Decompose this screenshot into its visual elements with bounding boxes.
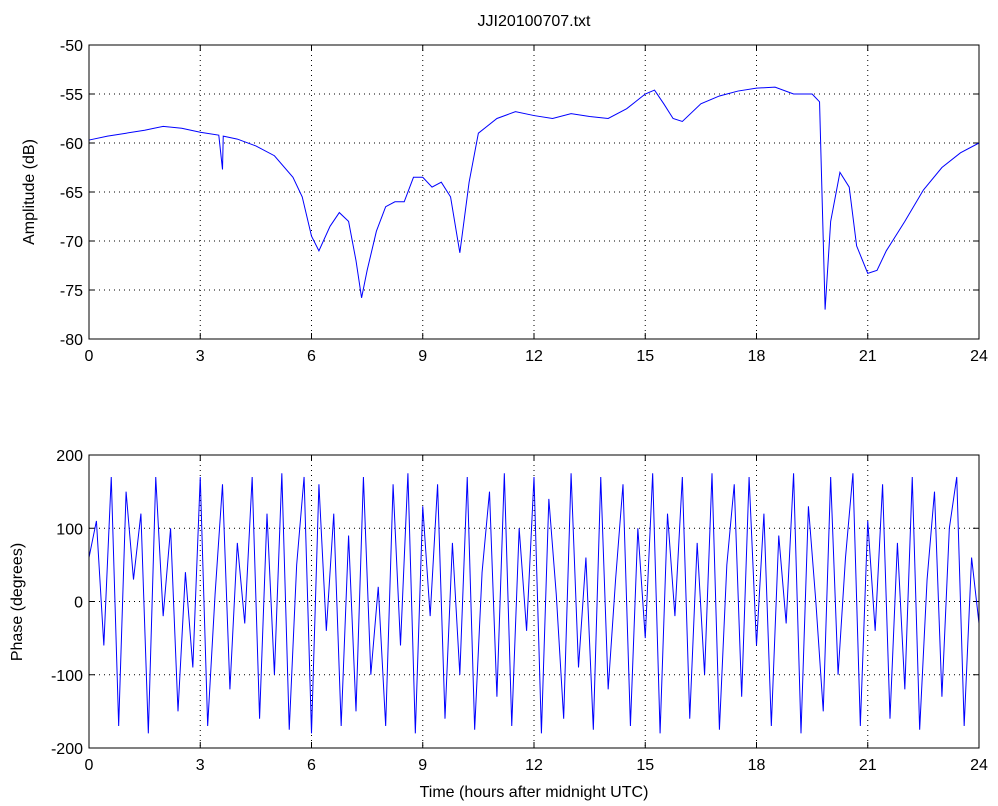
x-tick-label: 21 <box>859 348 877 365</box>
y-tick-label: -200 <box>51 741 83 758</box>
x-tick-label: 21 <box>859 757 877 774</box>
y-tick-label: -55 <box>60 87 83 104</box>
data-line <box>88 473 980 734</box>
x-tick-label: 18 <box>748 757 766 774</box>
y-tick-label: 0 <box>74 595 83 612</box>
chart-title: JJI20100707.txt <box>478 13 592 30</box>
y-tick-label: -80 <box>60 332 83 349</box>
x-axis-label: Time (hours after midnight UTC) <box>420 784 649 801</box>
data-line <box>88 86 980 310</box>
x-tick-label: 3 <box>196 348 205 365</box>
x-tick-label: 6 <box>307 757 316 774</box>
y-axis-label: Phase (degrees) <box>9 543 26 661</box>
y-tick-label: -75 <box>60 283 83 300</box>
axes-box <box>88 454 980 749</box>
y-tick-label: -70 <box>60 234 83 251</box>
x-tick-label: 12 <box>525 348 543 365</box>
x-tick-label: 15 <box>636 348 654 365</box>
x-tick-label: 18 <box>748 348 766 365</box>
x-tick-label: 12 <box>525 757 543 774</box>
axes-box <box>88 44 980 340</box>
y-tick-label: -65 <box>60 185 83 202</box>
y-tick-label: 200 <box>56 448 83 465</box>
y-tick-label: 100 <box>56 521 83 538</box>
y-tick-label: -60 <box>60 136 83 153</box>
x-tick-label: 24 <box>970 348 988 365</box>
x-tick-label: 15 <box>636 757 654 774</box>
x-tick-label: 0 <box>85 348 94 365</box>
y-tick-label: -100 <box>51 668 83 685</box>
x-tick-label: 6 <box>307 348 316 365</box>
x-tick-label: 9 <box>418 348 427 365</box>
y-tick-label: -50 <box>60 38 83 55</box>
x-tick-label: 24 <box>970 757 988 774</box>
x-tick-label: 3 <box>196 757 205 774</box>
y-axis-label: Amplitude (dB) <box>21 139 38 245</box>
x-tick-label: 0 <box>85 757 94 774</box>
x-tick-label: 9 <box>418 757 427 774</box>
